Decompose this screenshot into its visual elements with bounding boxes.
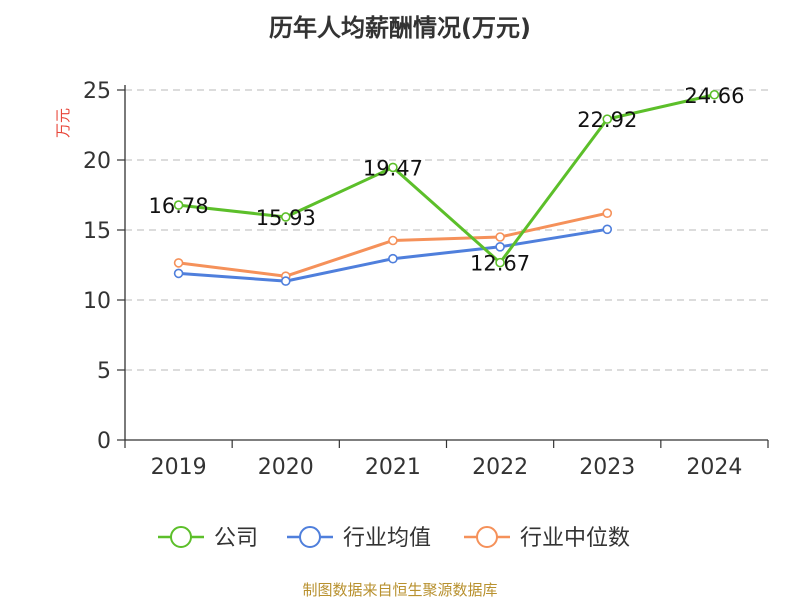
legend-marker [299,526,321,548]
data-label: 24.66 [684,84,744,108]
x-tick-label: 2024 [686,455,742,480]
legend-marker [476,526,498,548]
legend-item-2[interactable]: 行业中位数 [464,526,630,551]
source-note: 制图数据来自恒生聚源数据库 [302,581,497,599]
data-label: 16.78 [149,194,209,218]
data-point[interactable] [388,235,398,246]
x-tick-label: 2020 [258,455,314,480]
series-2 [173,208,613,282]
x-tick-label: 2022 [472,455,528,480]
gridlines [125,89,768,371]
data-labels: 16.78 15.93 19.47 12.67 22.92 24.66 [149,84,745,276]
data-label: 19.47 [363,156,423,180]
series-line [178,93,715,265]
legend-label: 公司 [214,526,258,551]
y-tick-label: 20 [83,149,111,174]
series-group [173,89,720,286]
data-point[interactable] [495,257,505,268]
legend-label: 行业均值 [343,526,431,551]
y-axis-label: 万元 [54,108,72,138]
y-tick-label: 15 [83,219,111,244]
series-1 [173,224,613,286]
data-point[interactable] [173,200,184,210]
data-point[interactable] [388,162,398,173]
legend-label: 行业中位数 [520,526,630,551]
data-point[interactable] [495,242,505,252]
data-point[interactable] [280,276,291,286]
data-label: 15.93 [256,206,316,230]
data-point[interactable] [388,253,398,264]
data-point[interactable] [280,212,291,222]
x-tick-label: 2021 [365,455,421,480]
series-0 [173,89,720,268]
legend-item-0[interactable]: 公司 [158,526,258,551]
data-label: 22.92 [577,108,637,132]
chart-title: 历年人均薪酬情况(万元) [269,14,531,42]
y-tick-label: 25 [83,79,111,104]
x-tick-label: 2023 [579,455,635,480]
data-point[interactable] [602,208,613,218]
data-point[interactable] [173,268,184,279]
legend-marker [170,526,192,548]
y-tick-label: 5 [97,359,111,384]
data-point[interactable] [602,114,613,124]
data-point[interactable] [173,258,184,268]
data-point[interactable] [495,232,505,242]
legend-item-1[interactable]: 行业均值 [287,526,431,551]
y-tick-label: 10 [83,289,111,314]
x-tick-label: 2019 [151,455,207,480]
data-point[interactable] [602,224,613,235]
axes: 0 5 10 15 20 25 2019 2020 2021 2022 2023 2024 [83,79,769,480]
data-label: 12.67 [470,252,530,276]
legend[interactable]: 公司 行业均值 行业中位数 [158,526,630,551]
data-point[interactable] [709,89,720,100]
y-tick-label: 0 [97,429,111,454]
